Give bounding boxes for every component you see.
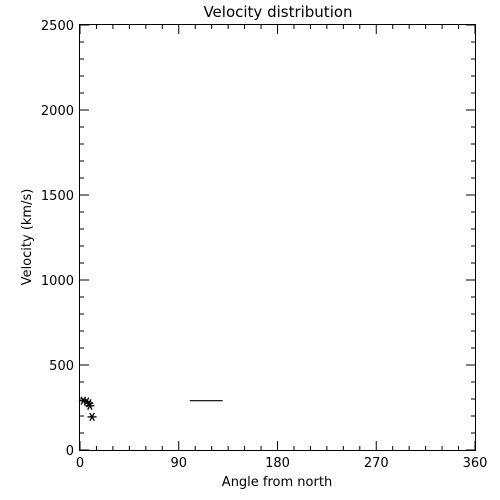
y-tick-label: 2500 <box>41 19 74 34</box>
y-tick-label: 1000 <box>41 274 74 289</box>
x-axis-label: Angle from north <box>222 475 332 490</box>
y-tick-label: 500 <box>49 359 74 374</box>
x-tick-label: 180 <box>265 456 290 471</box>
y-tick-label: 0 <box>66 444 74 459</box>
data-marks <box>78 396 223 422</box>
axis-tick-labels: 0 90 180 270 360 0 500 1000 1500 2000 2500 <box>41 19 488 471</box>
x-tick-label: 90 <box>170 456 187 471</box>
x-tick-label: 270 <box>364 456 389 471</box>
x-tick-label: 0 <box>76 456 84 471</box>
data-point <box>85 401 95 411</box>
plot-frame <box>79 24 476 451</box>
data-point <box>87 412 97 422</box>
x-tick-label: 360 <box>463 456 488 471</box>
y-axis-label: Velocity (km/s) <box>20 189 35 286</box>
y-tick-label: 2000 <box>41 104 74 119</box>
chart-title: Velocity distribution <box>203 3 352 21</box>
y-tick-label: 1500 <box>41 189 74 204</box>
